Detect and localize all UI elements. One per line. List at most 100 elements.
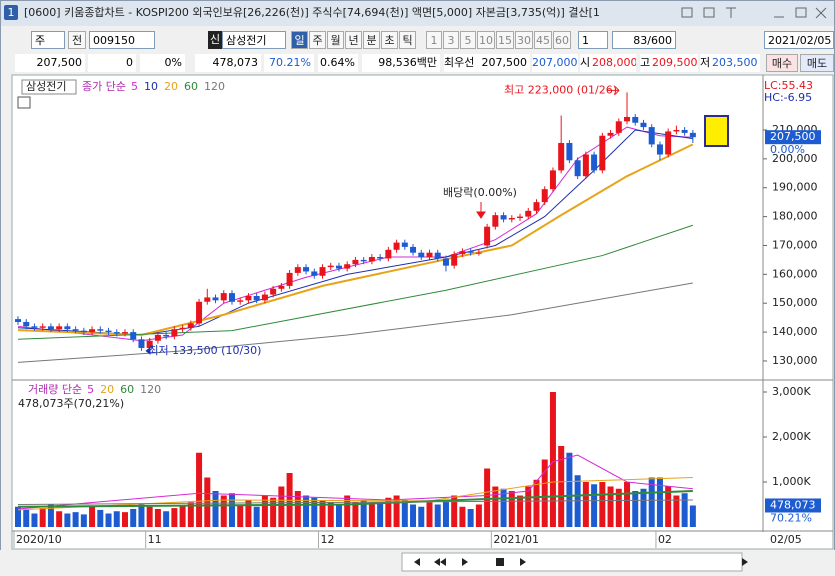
count-input[interactable]: 83/600 — [612, 31, 676, 49]
btn[interactable] — [742, 558, 748, 566]
unit-select[interactable]: 1 — [578, 31, 608, 49]
volume-bar — [220, 495, 227, 527]
candle-body — [31, 326, 38, 328]
period-button[interactable]: 틱 — [399, 31, 416, 49]
candle-body — [648, 127, 655, 145]
volume-bar — [410, 504, 417, 527]
y-tick-label: 160,000 — [772, 267, 818, 280]
scrollbar[interactable] — [401, 552, 743, 572]
scope-button[interactable]: 전 — [68, 31, 86, 49]
volume-bar — [500, 488, 507, 527]
interval-button[interactable]: 15 — [496, 31, 514, 49]
last-volume-label: 478,073 — [770, 498, 816, 511]
y-tick-label: 180,000 — [772, 210, 818, 223]
volume-bar — [80, 514, 87, 527]
volume-bar — [393, 495, 400, 527]
high-arrow — [607, 86, 620, 95]
chart-title-box — [21, 79, 77, 95]
x-tick-label: 2021/01 — [493, 533, 539, 546]
btn[interactable] — [462, 558, 468, 566]
candle-body — [121, 332, 128, 334]
btn[interactable] — [414, 558, 420, 566]
candle-body — [541, 189, 548, 203]
x-tick-label: 2020/10 — [16, 533, 62, 546]
candle-body — [533, 202, 540, 211]
period-button[interactable]: 초 — [381, 31, 398, 49]
info-change-rate: 0% — [140, 54, 185, 72]
x-end-label: 02/05 — [770, 533, 802, 546]
y-tick-label: 2,000K — [772, 430, 811, 443]
info-best-bid: 207,000 — [532, 54, 578, 72]
candle-body — [163, 334, 170, 337]
ex-dividend-arrow — [476, 202, 486, 219]
ex-dividend-label: 배당락(0.00%) — [443, 186, 517, 199]
volume-bar — [582, 482, 589, 527]
interval-button[interactable]: 3 — [443, 31, 459, 49]
sell-button[interactable]: 매도 — [800, 54, 834, 72]
title-bar — [0, 0, 835, 26]
btn[interactable] — [703, 7, 715, 18]
interval-button[interactable]: 45 — [534, 31, 552, 49]
candle-body — [689, 132, 696, 138]
interval-button[interactable]: 5 — [460, 31, 476, 49]
period-button[interactable]: 월 — [327, 31, 344, 49]
volume-bar — [270, 497, 277, 527]
volume-bar — [31, 513, 38, 527]
grid-icon[interactable] — [17, 96, 31, 109]
candle-body — [624, 116, 631, 122]
volume-bar — [278, 486, 285, 527]
volume-bar — [138, 504, 145, 527]
interval-button[interactable]: 30 — [515, 31, 533, 49]
candle-body — [179, 327, 186, 330]
btn[interactable] — [520, 558, 526, 566]
chart-frame — [11, 74, 834, 550]
candle-body — [484, 226, 491, 246]
btn[interactable] — [795, 7, 807, 18]
playback-controls[interactable] — [414, 558, 748, 566]
interval-button[interactable]: 1 — [426, 31, 442, 49]
volume-bar — [484, 468, 491, 527]
btn[interactable] — [681, 7, 693, 18]
candle-body — [467, 251, 474, 253]
volume-bar — [204, 477, 211, 527]
candle-body — [220, 293, 227, 301]
candle-body — [89, 329, 96, 333]
buy-button[interactable]: 매수 — [766, 54, 798, 72]
candle-body — [261, 294, 268, 301]
btn[interactable] — [434, 558, 446, 566]
volume-bar — [89, 506, 96, 527]
x-tick-label: 02 — [658, 533, 672, 546]
x-tick-label: 11 — [148, 533, 162, 546]
volume-bar — [245, 500, 252, 527]
volume-bar — [368, 504, 375, 527]
btn[interactable] — [815, 7, 827, 19]
candle-body — [187, 323, 194, 328]
volume-bar — [418, 506, 425, 527]
candle-body — [591, 154, 598, 171]
period-button[interactable]: 년 — [345, 31, 362, 49]
btn[interactable] — [496, 558, 504, 566]
y-tick-label: 130,000 — [772, 354, 818, 367]
interval-button[interactable]: 60 — [553, 31, 571, 49]
interval-button[interactable]: 10 — [477, 31, 495, 49]
period-button[interactable]: 일 — [291, 31, 308, 49]
volume-bar — [105, 513, 112, 527]
info-open: 208,000 — [592, 54, 636, 72]
volume-bar — [352, 502, 359, 527]
name-input[interactable]: 삼성전기 — [222, 31, 286, 49]
volume-bar — [47, 504, 54, 527]
window-controls[interactable] — [681, 7, 827, 19]
candle-body — [632, 116, 639, 123]
volume-bar — [451, 495, 458, 527]
period-button[interactable]: 분 — [363, 31, 380, 49]
volume-bar — [673, 495, 680, 527]
candle-body — [459, 251, 466, 255]
period-button[interactable]: 주 — [309, 31, 326, 49]
market-select[interactable]: 주 — [31, 31, 65, 49]
candle-body — [294, 267, 301, 273]
date-input[interactable]: 2021/02/05 — [764, 31, 834, 49]
legend-entry: 60 — [120, 383, 134, 396]
code-input[interactable]: 009150 — [89, 31, 155, 49]
legend-entry: 20 — [100, 383, 114, 396]
